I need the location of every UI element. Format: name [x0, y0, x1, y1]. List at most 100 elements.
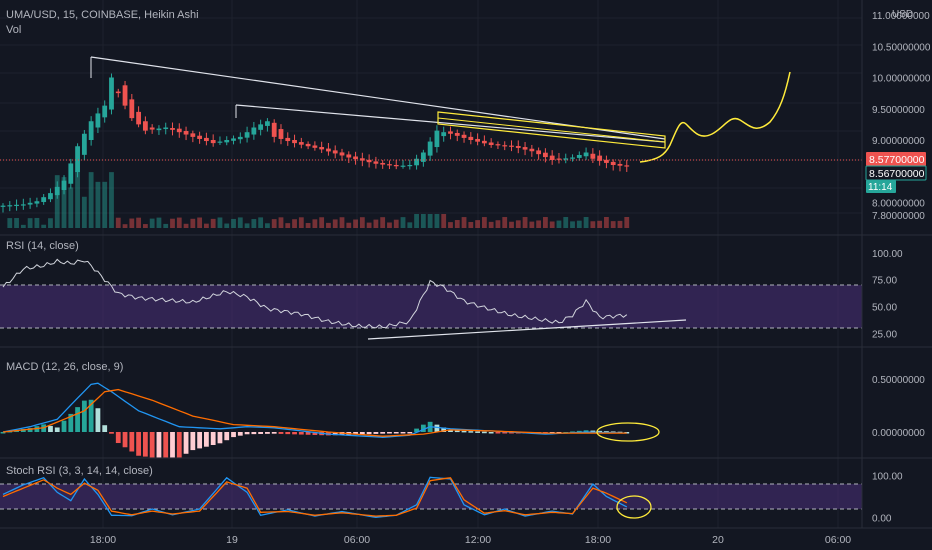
- candle: [271, 122, 277, 137]
- macd-hist-bar: [597, 430, 603, 433]
- volume-bar: [420, 214, 426, 228]
- volume-bar: [604, 217, 609, 228]
- volume-bar: [197, 217, 203, 228]
- macd-hist-bar: [170, 432, 175, 458]
- macd-hist-bar: [122, 432, 128, 448]
- stoch-d-line: [2, 477, 628, 517]
- macd-hist-bar: [142, 432, 148, 457]
- stoch-band: [0, 484, 862, 509]
- macd-hist-bar: [163, 432, 169, 458]
- volume-bar: [244, 223, 250, 228]
- volume-bar: [529, 221, 535, 228]
- macd-pane[interactable]: [0, 382, 660, 458]
- candle: [448, 131, 453, 134]
- candle: [41, 197, 47, 203]
- rsi-tick: 100.00: [872, 249, 903, 260]
- volume-bar: [61, 177, 67, 228]
- candle: [170, 128, 175, 130]
- candle: [197, 135, 203, 139]
- volume-bar: [380, 217, 386, 228]
- candle: [75, 146, 80, 173]
- stoch-rsi-pane[interactable]: [0, 476, 862, 519]
- macd-hist-bar: [27, 428, 33, 432]
- macd-hist-bar: [271, 432, 277, 434]
- volume-bar: [183, 223, 189, 228]
- macd-histogram: [0, 399, 630, 458]
- countdown-badge: 11:14: [866, 180, 896, 193]
- volume-bar: [7, 218, 13, 228]
- symbol-title[interactable]: UMA/USD, 15, COINBASE, Heikin Ashi: [6, 9, 199, 21]
- trendline-secondary[interactable]: [235, 104, 666, 143]
- candle: [237, 136, 243, 140]
- volume-bar: [95, 181, 101, 228]
- previous-price-badge-text: 8.56700000: [869, 168, 925, 180]
- macd-hist-bar: [454, 430, 460, 433]
- rsi-pane[interactable]: [0, 258, 862, 340]
- volume-bar: [27, 218, 33, 228]
- volume-bar: [346, 222, 352, 228]
- candle: [359, 158, 365, 161]
- stoch-k-line: [2, 476, 628, 518]
- macd-hist-bar: [407, 432, 413, 434]
- candle: [20, 204, 26, 206]
- volume-bars: [7, 170, 630, 228]
- macd-title[interactable]: MACD (12, 26, close, 9): [6, 361, 123, 373]
- stoch-highlight-circle[interactable]: [616, 495, 652, 519]
- macd-hist-bar: [475, 431, 480, 433]
- volume-bar: [41, 224, 47, 228]
- price-tick: 9.00000000: [872, 136, 925, 147]
- previous-price-badge: 8.56700000: [865, 165, 927, 181]
- candle: [231, 138, 236, 141]
- volume-bar: [515, 220, 521, 228]
- macd-hist-bar: [149, 432, 155, 458]
- candle: [48, 193, 53, 200]
- time-tick: 06:00: [825, 534, 851, 546]
- volume-bar: [624, 217, 630, 228]
- macd-hist-bar: [312, 432, 318, 435]
- macd-hist-bar: [54, 427, 60, 432]
- rsi-support-line[interactable]: [367, 319, 687, 340]
- volume-bar: [122, 224, 128, 228]
- volume-bar: [217, 217, 223, 228]
- candle: [34, 201, 40, 204]
- volume-bar: [597, 220, 603, 228]
- price-tick: 9.50000000: [872, 105, 925, 116]
- volume-bar: [102, 181, 108, 228]
- macd-hist-bar: [258, 432, 264, 434]
- candle: [556, 158, 562, 160]
- volume-bar: [292, 219, 297, 228]
- candle: [604, 159, 609, 163]
- volume-bar: [332, 219, 338, 228]
- candle: [441, 132, 447, 137]
- time-axis[interactable]: 18:00 19 06:00 12:00 18:00 20 06:00: [90, 534, 851, 546]
- rsi-title[interactable]: RSI (14, close): [6, 240, 79, 252]
- volume-bar: [448, 222, 453, 228]
- candle: [536, 150, 542, 155]
- candle: [81, 133, 87, 155]
- candle: [190, 133, 196, 137]
- price-axis[interactable]: 11.00000000 10.50000000 10.00000000 9.50000…: [872, 11, 931, 524]
- macd-highlight-circle[interactable]: [596, 422, 660, 442]
- projected-path[interactable]: [639, 71, 791, 163]
- macd-hist-bar: [434, 424, 440, 432]
- stoch-rsi-title[interactable]: Stoch RSI (3, 3, 14, 14, close): [6, 465, 153, 477]
- countdown-badge-text: 11:14: [868, 182, 893, 193]
- volume-bar: [224, 223, 230, 228]
- macd-hist-bar: [48, 425, 53, 432]
- candle: [427, 141, 433, 156]
- volume-bar: [454, 220, 460, 228]
- volume-bar: [271, 219, 277, 228]
- rsi-band: [0, 285, 862, 328]
- macd-hist-bar: [115, 432, 121, 444]
- candle: [495, 144, 501, 146]
- volume-bar: [34, 217, 40, 228]
- volume-bar: [136, 217, 141, 228]
- candle: [319, 147, 325, 150]
- price-pane[interactable]: [0, 56, 862, 228]
- volume-bar: [610, 221, 616, 228]
- candle: [326, 148, 331, 152]
- volume-bar: [583, 217, 589, 228]
- volume-bar: [536, 220, 542, 228]
- macd-hist-bar: [359, 432, 365, 435]
